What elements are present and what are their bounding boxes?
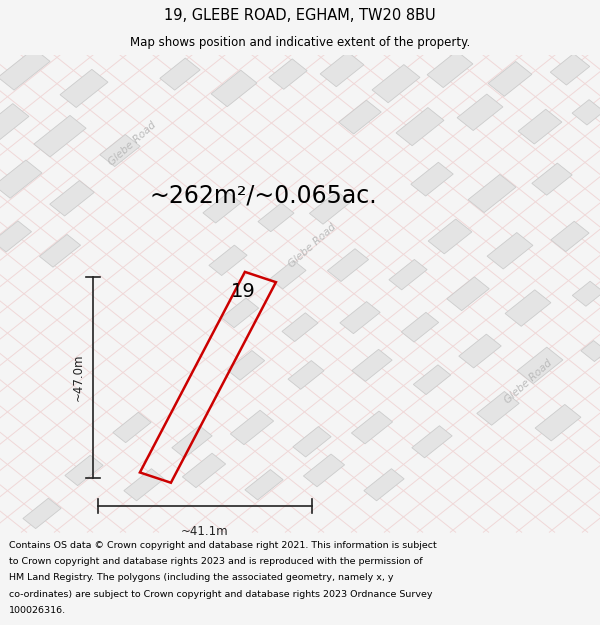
Polygon shape: [457, 94, 503, 131]
Text: ~47.0m: ~47.0m: [71, 354, 85, 401]
Polygon shape: [339, 100, 381, 134]
Polygon shape: [412, 426, 452, 458]
Text: 19, GLEBE ROAD, EGHAM, TW20 8BU: 19, GLEBE ROAD, EGHAM, TW20 8BU: [164, 8, 436, 23]
Polygon shape: [304, 454, 344, 487]
Polygon shape: [447, 277, 489, 311]
Polygon shape: [532, 163, 572, 195]
Text: 19: 19: [230, 282, 256, 301]
Text: ~41.1m: ~41.1m: [181, 526, 229, 538]
Polygon shape: [396, 107, 444, 146]
Polygon shape: [488, 61, 532, 96]
Text: Glebe Road: Glebe Road: [502, 358, 554, 406]
Polygon shape: [535, 404, 581, 441]
Polygon shape: [320, 52, 364, 87]
Polygon shape: [411, 162, 453, 196]
Polygon shape: [293, 427, 331, 457]
Polygon shape: [0, 160, 42, 198]
Polygon shape: [340, 302, 380, 334]
Polygon shape: [310, 191, 350, 224]
Polygon shape: [581, 341, 600, 361]
Polygon shape: [352, 411, 392, 444]
Text: Contains OS data © Crown copyright and database right 2021. This information is : Contains OS data © Crown copyright and d…: [9, 541, 437, 550]
Polygon shape: [34, 116, 86, 157]
Text: co-ordinates) are subject to Crown copyright and database rights 2023 Ordnance S: co-ordinates) are subject to Crown copyr…: [9, 590, 433, 599]
Polygon shape: [227, 351, 265, 380]
Polygon shape: [65, 455, 103, 486]
Polygon shape: [221, 298, 259, 328]
Polygon shape: [124, 469, 164, 501]
Polygon shape: [477, 391, 519, 425]
Polygon shape: [0, 221, 32, 252]
Polygon shape: [427, 51, 473, 88]
Polygon shape: [211, 70, 257, 107]
Polygon shape: [288, 361, 324, 389]
Polygon shape: [572, 99, 600, 125]
Polygon shape: [113, 412, 151, 442]
Polygon shape: [572, 281, 600, 306]
Text: HM Land Registry. The polygons (including the associated geometry, namely x, y: HM Land Registry. The polygons (includin…: [9, 574, 394, 582]
Polygon shape: [487, 232, 533, 269]
Text: ~262m²/~0.065ac.: ~262m²/~0.065ac.: [150, 184, 377, 208]
Polygon shape: [209, 245, 247, 276]
Text: to Crown copyright and database rights 2023 and is reproduced with the permissio: to Crown copyright and database rights 2…: [9, 558, 422, 566]
Polygon shape: [413, 365, 451, 394]
Polygon shape: [40, 234, 80, 267]
Polygon shape: [100, 134, 140, 166]
Polygon shape: [505, 290, 551, 326]
Polygon shape: [282, 313, 318, 341]
Polygon shape: [389, 259, 427, 290]
Polygon shape: [517, 347, 563, 384]
Polygon shape: [269, 59, 307, 89]
Text: 100026316.: 100026316.: [9, 606, 66, 615]
Text: Glebe Road: Glebe Road: [106, 119, 158, 167]
Polygon shape: [352, 349, 392, 381]
Polygon shape: [0, 104, 29, 140]
Polygon shape: [230, 410, 274, 444]
Polygon shape: [60, 69, 108, 108]
Polygon shape: [328, 249, 368, 281]
Polygon shape: [270, 260, 306, 289]
Polygon shape: [172, 426, 212, 458]
Polygon shape: [50, 181, 94, 216]
Polygon shape: [245, 469, 283, 500]
Polygon shape: [0, 49, 50, 90]
Polygon shape: [258, 203, 294, 232]
Polygon shape: [203, 192, 241, 223]
Polygon shape: [551, 221, 589, 252]
Polygon shape: [401, 312, 439, 342]
Polygon shape: [23, 498, 61, 529]
Polygon shape: [468, 174, 516, 213]
Polygon shape: [428, 219, 472, 254]
Polygon shape: [459, 334, 501, 368]
Polygon shape: [182, 453, 226, 488]
Polygon shape: [550, 54, 590, 85]
Polygon shape: [160, 58, 200, 90]
Polygon shape: [364, 469, 404, 501]
Text: Glebe Road: Glebe Road: [286, 222, 338, 270]
Polygon shape: [372, 64, 420, 102]
Polygon shape: [518, 109, 562, 144]
Text: Map shows position and indicative extent of the property.: Map shows position and indicative extent…: [130, 36, 470, 49]
